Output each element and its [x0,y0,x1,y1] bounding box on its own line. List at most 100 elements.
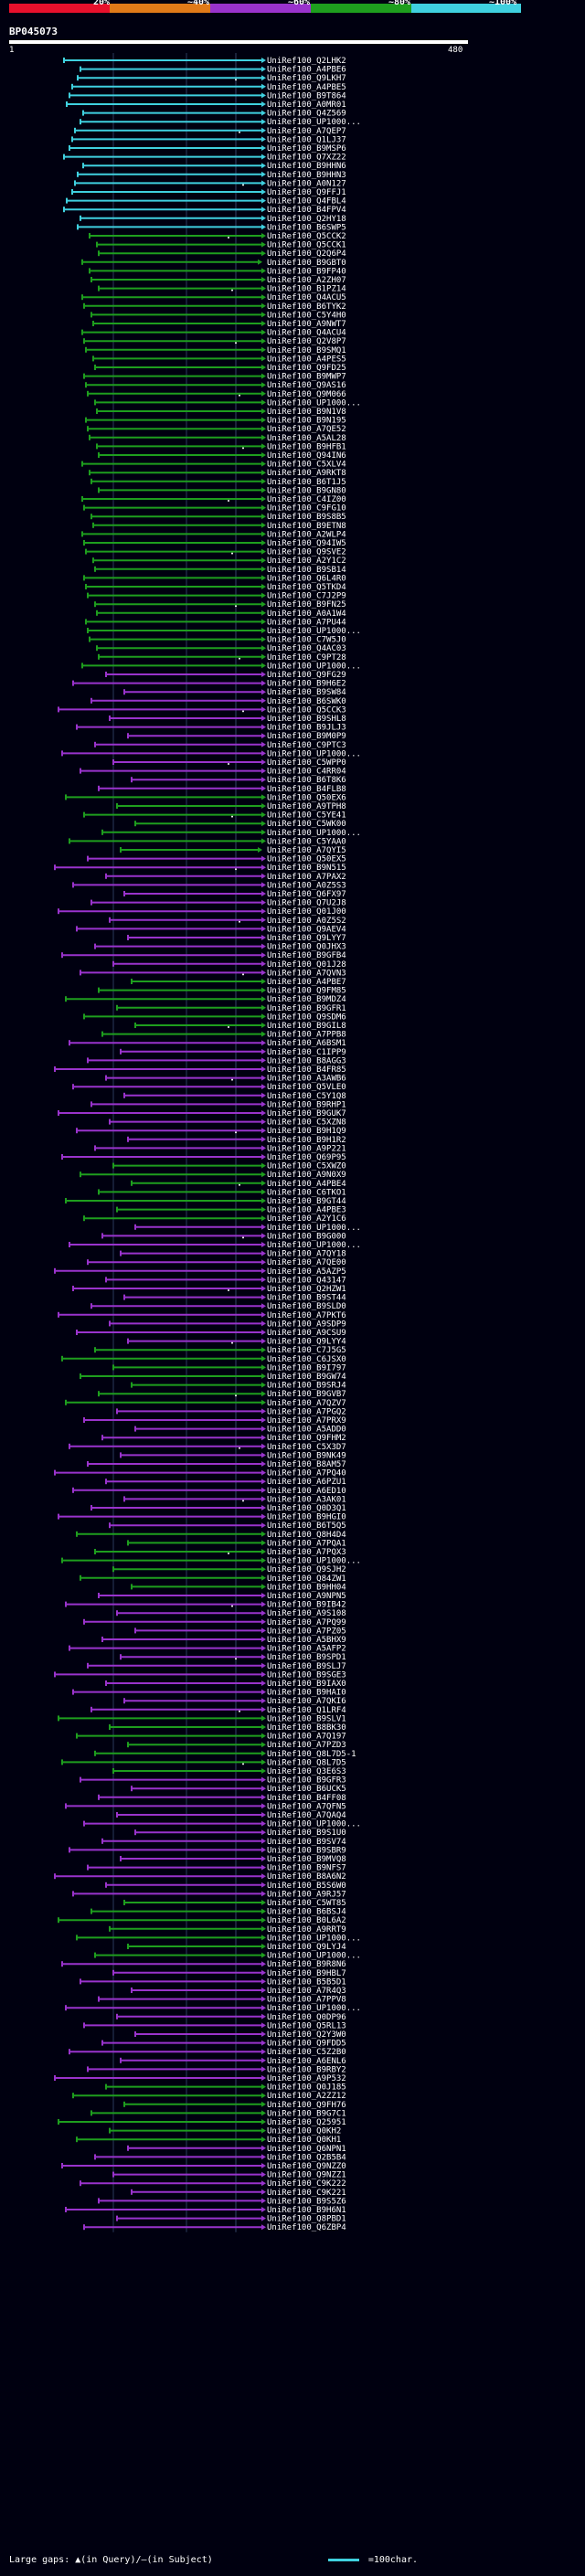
hit-label[interactable]: UniRef100_C5YAA0 [267,837,346,846]
hit-label[interactable]: UniRef100_B9SLV1 [267,1714,346,1723]
hit-label[interactable]: UniRef100_C7J5G5 [267,1346,346,1355]
hit-label[interactable]: UniRef100_B9G000 [267,1232,346,1241]
hit-label[interactable]: UniRef100_Q5CCK2 [267,232,346,241]
hit-label[interactable]: UniRef100_C5XWZ0 [267,1162,346,1171]
hit-label[interactable]: UniRef100_B9SLD0 [267,1302,346,1311]
hit-label[interactable]: UniRef100_B9GFB4 [267,951,346,960]
hit-label[interactable]: UniRef100_B9MSP6 [267,144,346,154]
hit-label[interactable]: UniRef100_Q2V8P7 [267,337,346,346]
hit-label[interactable]: UniRef100_A9N0X9 [267,1171,346,1180]
hit-label[interactable]: UniRef100_B9N515 [267,864,346,873]
hit-label[interactable]: UniRef100_A4PBE3 [267,1206,346,1215]
hit-label[interactable]: UniRef100_Q9FFJ1 [267,188,346,197]
hit-label[interactable]: UniRef100_B8BK30 [267,1723,346,1733]
hit-label[interactable]: UniRef100_B8AGG3 [267,1056,346,1065]
hit-label[interactable]: UniRef100_B9GIL8 [267,1022,346,1031]
hit-label[interactable]: UniRef100_B9MVQ8 [267,1855,346,1864]
hit-label[interactable]: UniRef100_A9P221 [267,1144,346,1153]
hit-label[interactable]: UniRef100_UP1000... [267,118,361,127]
hit-label[interactable]: UniRef100_Q50EX6 [267,793,346,802]
hit-label[interactable]: UniRef100_Q8PBD1 [267,2215,346,2224]
hit-label[interactable]: UniRef100_Q94IW5 [267,539,346,548]
hit-label[interactable]: UniRef100_A9P532 [267,2074,346,2083]
hit-label[interactable]: UniRef100_B5B5D1 [267,1977,346,1987]
hit-label[interactable]: UniRef100_B9SW84 [267,688,346,697]
hit-label[interactable]: UniRef100_A7QVN3 [267,969,346,978]
hit-label[interactable]: UniRef100_Q9LYJ4 [267,1943,346,1952]
hit-label[interactable]: UniRef100_A9SDP9 [267,1320,346,1329]
hit-label[interactable]: UniRef100_A2ZH07 [267,276,346,285]
hit-label[interactable]: UniRef100_A4PES5 [267,355,346,364]
hit-label[interactable]: UniRef100_Q9SDM6 [267,1012,346,1022]
hit-label[interactable]: UniRef100_A6BSM1 [267,1039,346,1048]
hit-label[interactable]: UniRef100_B9SMQ1 [267,346,346,355]
hit-label[interactable]: UniRef100_Q4Z569 [267,110,346,119]
hit-label[interactable]: UniRef100_A7R4Q3 [267,1987,346,1996]
hit-label[interactable]: UniRef100_A5AFP2 [267,1645,346,1654]
hit-label[interactable]: UniRef100_A9NWT7 [267,320,346,329]
hit-label[interactable]: UniRef100_UP1000... [267,662,361,671]
hit-label[interactable]: UniRef100_A9TPH8 [267,802,346,811]
hit-label[interactable]: UniRef100_A5AL28 [267,434,346,443]
hit-label[interactable]: UniRef100_A7QY18 [267,1250,346,1259]
hit-label[interactable]: UniRef100_Q8H4D4 [267,1531,346,1540]
hit-label[interactable]: UniRef100_B9H1Q9 [267,1127,346,1136]
hit-label[interactable]: UniRef100_UP1000... [267,1557,361,1566]
hit-label[interactable]: UniRef100_B9HAI0 [267,1689,346,1698]
hit-label[interactable]: UniRef100_B9G7C1 [267,2109,346,2118]
hit-label[interactable]: UniRef100_Q4ACU4 [267,329,346,338]
hit-label[interactable]: UniRef100_C9K221 [267,2189,346,2198]
hit-label[interactable]: UniRef100_Q9FD25 [267,364,346,373]
hit-label[interactable]: UniRef100_C5XLV4 [267,461,346,470]
hit-label[interactable]: UniRef100_Q43147 [267,1276,346,1285]
hit-label[interactable]: UniRef100_B9HFB1 [267,442,346,451]
hit-label[interactable]: UniRef100_B9GW74 [267,1373,346,1382]
hit-label[interactable]: UniRef100_A7QYI5 [267,846,346,855]
hit-label[interactable]: UniRef100_B9SGE3 [267,1670,346,1680]
hit-label[interactable]: UniRef100_B9RHP1 [267,1100,346,1109]
hit-label[interactable]: UniRef100_Q0D3Q1 [267,1504,346,1513]
hit-label[interactable]: UniRef100_C9PTC3 [267,741,346,750]
hit-label[interactable]: UniRef100_Q25951 [267,2118,346,2127]
hit-label[interactable]: UniRef100_Q9FH76 [267,2101,346,2110]
hit-label[interactable]: UniRef100_Q0J185 [267,2083,346,2093]
hit-label[interactable]: UniRef100_B6T8K6 [267,776,346,785]
hit-label[interactable]: UniRef100_B9ETN8 [267,522,346,531]
hit-label[interactable]: UniRef100_B4FLB8 [267,785,346,794]
hit-label[interactable]: UniRef100_A7PKT6 [267,1311,346,1320]
hit-label[interactable]: UniRef100_B9R8N6 [267,1960,346,1969]
hit-label[interactable]: UniRef100_Q0DP96 [267,2013,346,2022]
hit-label[interactable]: UniRef100_A9CSU9 [267,1329,346,1338]
hit-label[interactable]: UniRef100_A7QZV7 [267,1399,346,1408]
hit-label[interactable]: UniRef100_B9NK49 [267,1451,346,1460]
hit-label[interactable]: UniRef100_B8A6N2 [267,1872,346,1882]
hit-label[interactable]: UniRef100_B9GVB7 [267,1390,346,1399]
hit-label[interactable]: UniRef100_A7QAQ4 [267,1811,346,1820]
hit-label[interactable]: UniRef100_B9HHN6 [267,162,346,171]
hit-label[interactable]: UniRef100_B9ST44 [267,1294,346,1303]
hit-label[interactable]: UniRef100_B8AM57 [267,1460,346,1469]
hit-label[interactable]: UniRef100_B9H6N1 [267,2206,346,2215]
hit-label[interactable]: UniRef100_UP1000... [267,1241,361,1250]
hit-label[interactable]: UniRef100_A7PZD3 [267,1741,346,1750]
hit-label[interactable]: UniRef100_A5AZP5 [267,1267,346,1277]
hit-label[interactable]: UniRef100_C5WK00 [267,820,346,829]
hit-label[interactable]: UniRef100_C4RR04 [267,768,346,777]
hit-label[interactable]: UniRef100_C9K222 [267,2179,346,2189]
hit-label[interactable]: UniRef100_A3AWB6 [267,1075,346,1084]
hit-label[interactable]: UniRef100_Q2HY18 [267,215,346,224]
hit-label[interactable]: UniRef100_A7PAX2 [267,873,346,882]
hit-label[interactable]: UniRef100_Q0KH1 [267,2136,341,2145]
hit-label[interactable]: UniRef100_A7PU44 [267,618,346,627]
hit-label[interactable]: UniRef100_B9N1V8 [267,408,346,417]
hit-label[interactable]: UniRef100_B9SHL8 [267,715,346,724]
hit-label[interactable]: UniRef100_A2WLP4 [267,530,346,539]
hit-label[interactable]: UniRef100_Q9LYY4 [267,1338,346,1347]
hit-label[interactable]: UniRef100_A7PQX3 [267,1548,346,1557]
hit-label[interactable]: UniRef100_UP1000... [267,749,361,758]
hit-label[interactable]: UniRef100_Q1LRF4 [267,1706,346,1715]
hit-label[interactable]: UniRef100_A5ADD0 [267,1426,346,1435]
hit-label[interactable]: UniRef100_A0N127 [267,179,346,188]
hit-label[interactable]: UniRef100_Q01J28 [267,960,346,970]
hit-label[interactable]: UniRef100_Q9FM85 [267,987,346,996]
